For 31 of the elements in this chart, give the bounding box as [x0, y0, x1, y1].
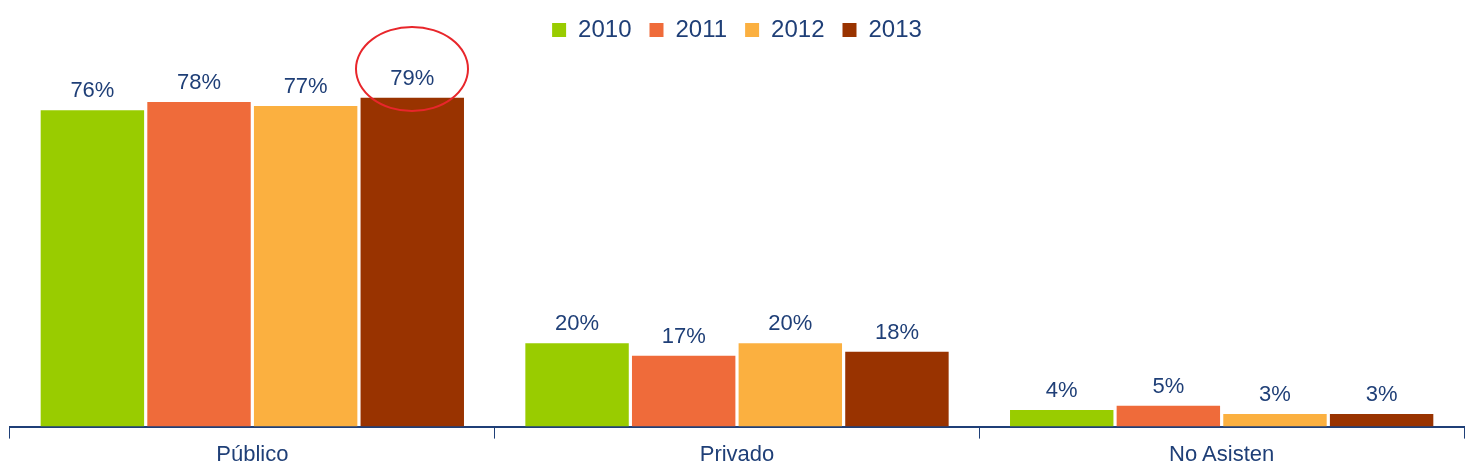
bar — [147, 101, 251, 427]
bar — [40, 110, 145, 427]
data-label: 79% — [390, 64, 435, 90]
x-tick-label: Público — [216, 440, 289, 466]
x-tick-label: Privado — [699, 440, 775, 466]
bar — [1010, 409, 1114, 427]
bar — [253, 106, 358, 427]
bar — [631, 355, 736, 427]
bar — [738, 343, 843, 427]
bar — [360, 97, 464, 427]
bar — [1116, 405, 1221, 427]
bar — [845, 351, 949, 427]
legend-label: 2013 — [868, 14, 922, 42]
data-label: 3% — [1365, 381, 1398, 407]
data-label: 77% — [283, 73, 328, 99]
data-label: 4% — [1045, 377, 1078, 403]
data-label: 3% — [1259, 381, 1291, 407]
x-tick-label: No Asisten — [1169, 440, 1275, 466]
data-label: 18% — [874, 318, 919, 344]
data-label: 20% — [768, 310, 813, 336]
legend-label: 2012 — [771, 14, 825, 42]
data-label: 78% — [177, 69, 222, 95]
bar — [525, 343, 629, 427]
bar — [1223, 414, 1327, 427]
legend-label: 2010 — [578, 14, 632, 42]
data-label: 5% — [1152, 372, 1185, 398]
legend-label: 2011 — [675, 14, 728, 42]
data-label: 17% — [661, 322, 706, 348]
bar — [1329, 414, 1434, 427]
data-label: 20% — [555, 310, 600, 336]
data-label: 76% — [70, 77, 115, 103]
